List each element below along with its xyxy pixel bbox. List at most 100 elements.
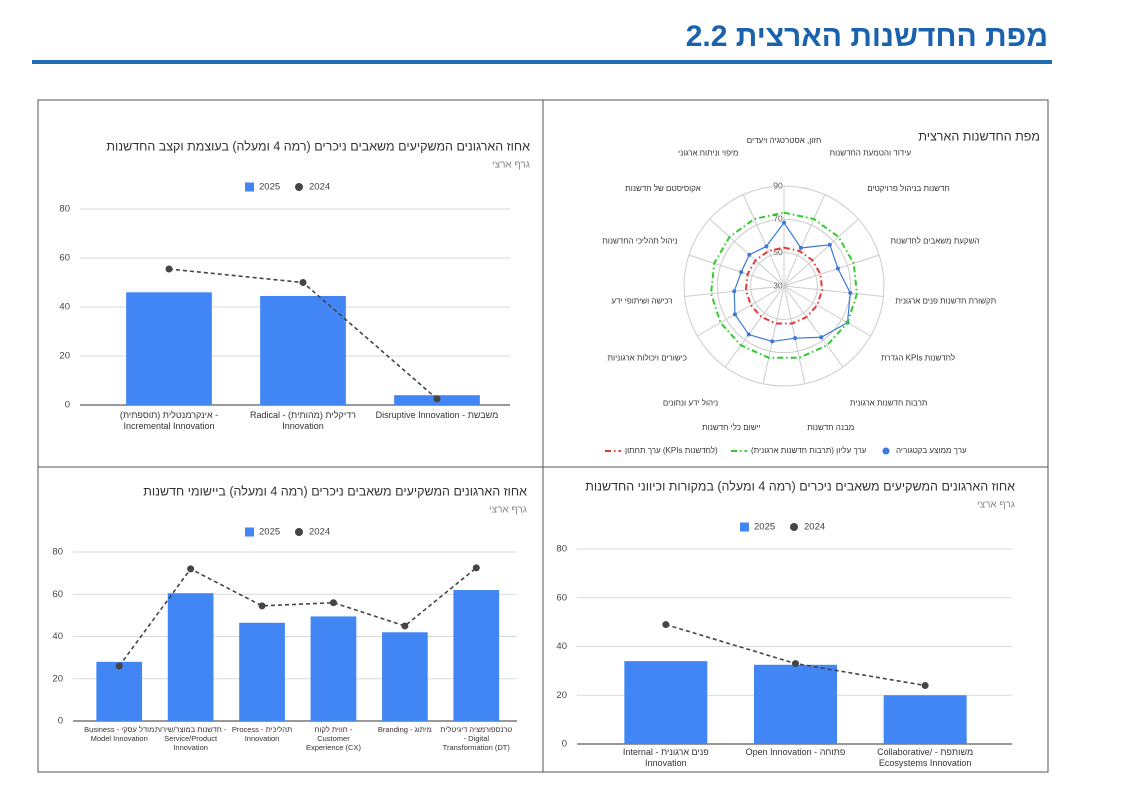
y-tick-label: 60 <box>52 589 63 600</box>
x-tick-label-box: Internal - פנים ארגונית Innovation <box>622 747 709 768</box>
x-tick-label: Internal - פנים ארגונית Innovation <box>622 747 709 768</box>
legend-marker <box>882 447 890 455</box>
x-tick-label: Radical - רדיקלית (מהותית) Innovation <box>250 410 356 431</box>
legend-marker <box>245 182 254 192</box>
chart-subtitle: גרף ארצי <box>489 505 527 516</box>
y-tick-label: 80 <box>556 544 567 555</box>
x-tick-label: חווית לקוח - Customer Experience (CX) <box>305 725 361 752</box>
y-tick-label: 0 <box>562 739 567 750</box>
y-tick-label: 80 <box>59 204 70 215</box>
line-point <box>299 279 307 286</box>
x-tick-label: Collaborative/ - משותפת Ecosystems Innov… <box>877 747 974 768</box>
y-tick-label: 40 <box>59 302 70 313</box>
x-tick-label-box: Process - תהליכית Innovation <box>231 725 293 743</box>
chart-title: אחוז הארגונים המשקיעים משאבים ניכרים (רמ… <box>106 139 530 153</box>
page-title: 2.2 מפת החדשנות הארצית <box>686 20 1048 53</box>
r-tick-label: 70 <box>773 214 783 224</box>
x-tick-label-box: חדשנות במוצר/שירות - Service/Product Inn… <box>154 725 227 752</box>
axis-label: עידוד והטמעת החדשנות <box>830 149 912 158</box>
grid-spoke <box>783 285 884 297</box>
bar <box>239 622 285 721</box>
y-tick-label: 0 <box>58 716 63 727</box>
grid-spoke <box>783 254 880 287</box>
legend-marker <box>790 523 798 531</box>
grid-spoke <box>742 194 785 287</box>
y-tick-label: 0 <box>65 400 70 411</box>
x-tick-label: טרנספורמציה דיגיטלית - Digital Transform… <box>440 725 513 752</box>
legend-label: 2024 <box>309 527 330 538</box>
y-tick-label: 40 <box>556 641 567 652</box>
axis-label: מיפוי וניתוח ארגוני <box>678 149 738 158</box>
bar <box>310 616 357 721</box>
legend-label: ערך ממוצע בקטגוריה <box>896 446 967 455</box>
x-tick-label-box: אינקרמנטלית (תוספתית) - Incremental Inno… <box>119 410 219 431</box>
grid-spoke <box>783 285 844 368</box>
legend-label: ערך עליון (תרבות חדשנות ארגונית) <box>751 446 867 455</box>
legend-label: 2025 <box>754 522 775 533</box>
x-tick-label-box: Radical - רדיקלית (מהותית) Innovation <box>250 410 356 431</box>
grid-spoke <box>783 218 859 287</box>
line-point <box>792 660 799 668</box>
legend-marker <box>295 528 303 536</box>
bar <box>96 661 143 721</box>
axis-label: השקעת משאבים לחדשנות <box>891 236 980 245</box>
x-tick-label: חדשנות במוצר/שירות - Service/Product Inn… <box>154 725 227 752</box>
r-tick-label: 90 <box>773 180 783 190</box>
bar <box>754 664 837 744</box>
bar <box>382 632 428 721</box>
grid-spoke <box>724 285 785 368</box>
x-tick-label-box: טרנספורמציה דיגיטלית - Digital Transform… <box>440 725 513 752</box>
chart-title: אחוז הארגונים המשקיעים משאבים ניכרים (רמ… <box>585 479 1015 493</box>
grid-spoke <box>783 194 826 287</box>
x-tick-label: אינקרמנטלית (תוספתית) - Incremental Inno… <box>119 410 219 431</box>
line-point <box>329 599 337 607</box>
x-tick-label: Open Innovation - פתוחה <box>745 747 846 757</box>
legend-label: ערך תחתון (KPIs לחדשנות) <box>625 446 718 455</box>
y-tick-label: 20 <box>52 673 63 684</box>
legend-marker <box>295 183 303 191</box>
legend-marker <box>245 527 254 537</box>
series-line <box>744 246 824 325</box>
line-point <box>165 265 173 273</box>
x-tick-label-box: Collaborative/ - משותפת Ecosystems Innov… <box>877 747 974 768</box>
axis-label: חזון, אסטרטגיה ויעדים <box>747 136 821 145</box>
bar <box>883 695 967 744</box>
grid-spoke <box>762 285 785 384</box>
line-point <box>187 565 195 573</box>
y-tick-label: 60 <box>556 592 567 603</box>
axis-label: תקשורת חדשנות פנים ארגונית <box>895 296 996 305</box>
x-tick-label: Process - תהליכית Innovation <box>231 725 293 743</box>
y-tick-label: 20 <box>59 351 70 362</box>
x-tick-label-box: Disruptive Innovation - משבשת <box>376 410 499 420</box>
axis-label: ניהול תהליכי החדשנות <box>602 236 677 245</box>
axis-label: ניהול ידע ונתונים <box>663 398 718 407</box>
series-line <box>710 211 858 359</box>
line-point <box>258 602 266 610</box>
y-tick-label: 40 <box>52 631 63 642</box>
axis-label: כישורים ויכולות ארגוניות <box>607 354 687 363</box>
chart-subtitle: גרף ארצי <box>492 160 530 171</box>
line-point <box>433 395 441 403</box>
bar <box>167 593 214 721</box>
legend-label: 2025 <box>259 527 280 538</box>
y-tick-label: 20 <box>556 690 567 701</box>
axis-label: מבנה חדשנות <box>807 423 854 432</box>
line-point <box>472 564 480 572</box>
bar <box>260 295 346 405</box>
grid-spoke <box>783 285 871 337</box>
legend-marker <box>740 522 749 532</box>
x-tick-label-box: Open Innovation - פתוחה <box>745 747 846 757</box>
title-rule <box>32 60 1052 64</box>
legend-label: 2025 <box>259 182 280 193</box>
y-tick-label: 60 <box>59 253 70 264</box>
x-tick-label: Business - מודל עסקי Model Innovation <box>84 725 155 743</box>
series-line <box>733 221 851 343</box>
bar <box>126 292 212 405</box>
grid-spoke <box>697 285 785 337</box>
axis-label: יישום כלי חדשנות <box>702 423 761 432</box>
line-point <box>921 682 929 689</box>
line-point <box>662 621 670 629</box>
grid-spoke <box>709 218 785 287</box>
r-tick-label: 50 <box>773 247 783 257</box>
